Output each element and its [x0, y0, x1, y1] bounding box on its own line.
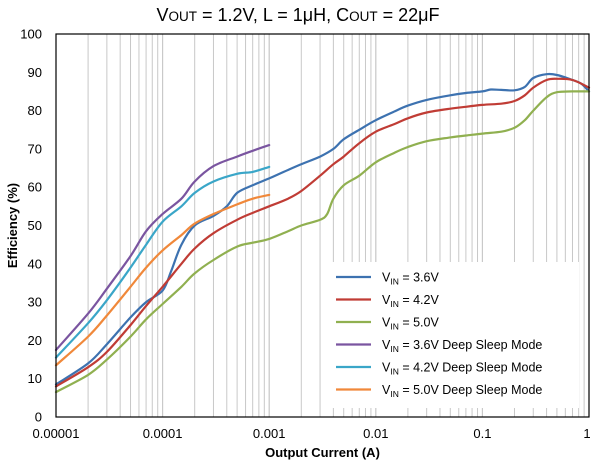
legend-entry-label: VIN = 3.6V Deep Sleep Mode — [382, 338, 542, 354]
x-tick-label: 0.1 — [473, 426, 491, 441]
x-tick-label: 0.01 — [363, 426, 388, 441]
legend-label-rest: = 3.6V — [399, 271, 440, 285]
x-tick-label: 1 — [583, 426, 590, 441]
legend-label-sub: IN — [390, 277, 399, 287]
series-line-1 — [54, 77, 591, 388]
y-tick-label: 80 — [28, 103, 42, 118]
chart-title-group: VOUT = 1.2V, L = 1μH, COUT = 22μF — [156, 5, 439, 25]
legend-label-main: V — [382, 316, 391, 330]
legend-entry-label: VIN = 4.2V Deep Sleep Mode — [382, 361, 542, 377]
y-tick-label: 20 — [28, 333, 42, 348]
y-tick-label: 30 — [28, 295, 42, 310]
series-line-2 — [54, 90, 591, 394]
legend-entry-label: VIN = 3.6V — [382, 271, 439, 287]
y-tick-label: 10 — [28, 371, 42, 386]
legend-label-main: V — [382, 338, 391, 352]
legend-label-rest: = 5.0V Deep Sleep Mode — [399, 383, 543, 397]
x-axis-title: Output Current (A) — [265, 445, 380, 460]
plot-frame — [55, 33, 590, 418]
legend-label-main: V — [382, 293, 391, 307]
x-tick-label: 0.0001 — [143, 426, 183, 441]
title-part: V — [156, 5, 168, 25]
title-part: = 1.2V, L = 1μH, C — [197, 5, 349, 25]
x-tick-labels: 0.00001 0.0001 0.001 0.01 0.1 1 — [33, 426, 591, 441]
legend-label-sub: IN — [390, 389, 399, 399]
series-line-0 — [54, 72, 591, 386]
legend-label-sub: IN — [390, 299, 399, 309]
series-line-3 — [54, 144, 271, 352]
legend-label-rest: = 4.2V Deep Sleep Mode — [399, 361, 543, 375]
y-tick-labels: 0 10 20 30 40 50 60 70 80 90 100 — [20, 27, 42, 425]
title-part: = 22μF — [378, 5, 440, 25]
title-part: OUT — [349, 9, 378, 24]
legend-label-rest: = 4.2V — [399, 293, 440, 307]
y-axis-title: Efficiency (%) — [5, 183, 20, 268]
legend-label-rest: = 3.6V Deep Sleep Mode — [399, 338, 543, 352]
title-part: OUT — [168, 9, 197, 24]
x-tick-label: 0.00001 — [33, 426, 80, 441]
y-tick-label: 100 — [20, 27, 42, 42]
legend-label-main: V — [382, 383, 391, 397]
legend-entry-label: VIN = 4.2V — [382, 293, 439, 309]
legend-entry-label: VIN = 5.0V — [382, 316, 439, 332]
y-tick-label: 90 — [28, 65, 42, 80]
y-tick-label: 40 — [28, 256, 42, 271]
y-tick-label: 60 — [28, 180, 42, 195]
legend-label-sub: IN — [390, 367, 399, 377]
legend-label-main: V — [382, 271, 391, 285]
series-line-5 — [54, 193, 271, 367]
legend-label-sub: IN — [390, 322, 399, 332]
legend-box — [327, 262, 579, 408]
legend-label-rest: = 5.0V — [399, 316, 440, 330]
legend-entry-label: VIN = 5.0V Deep Sleep Mode — [382, 383, 542, 399]
series-line-4 — [54, 165, 271, 359]
legend-label-sub: IN — [390, 344, 399, 354]
chart-title: VOUT = 1.2V, L = 1μH, COUT = 22μF — [156, 5, 439, 25]
y-tick-label: 0 — [35, 410, 42, 425]
series-lines — [54, 72, 591, 394]
legend-label-main: V — [382, 361, 391, 375]
x-tick-label: 0.001 — [253, 426, 286, 441]
y-tick-label: 70 — [28, 141, 42, 156]
y-tick-label: 50 — [28, 218, 42, 233]
